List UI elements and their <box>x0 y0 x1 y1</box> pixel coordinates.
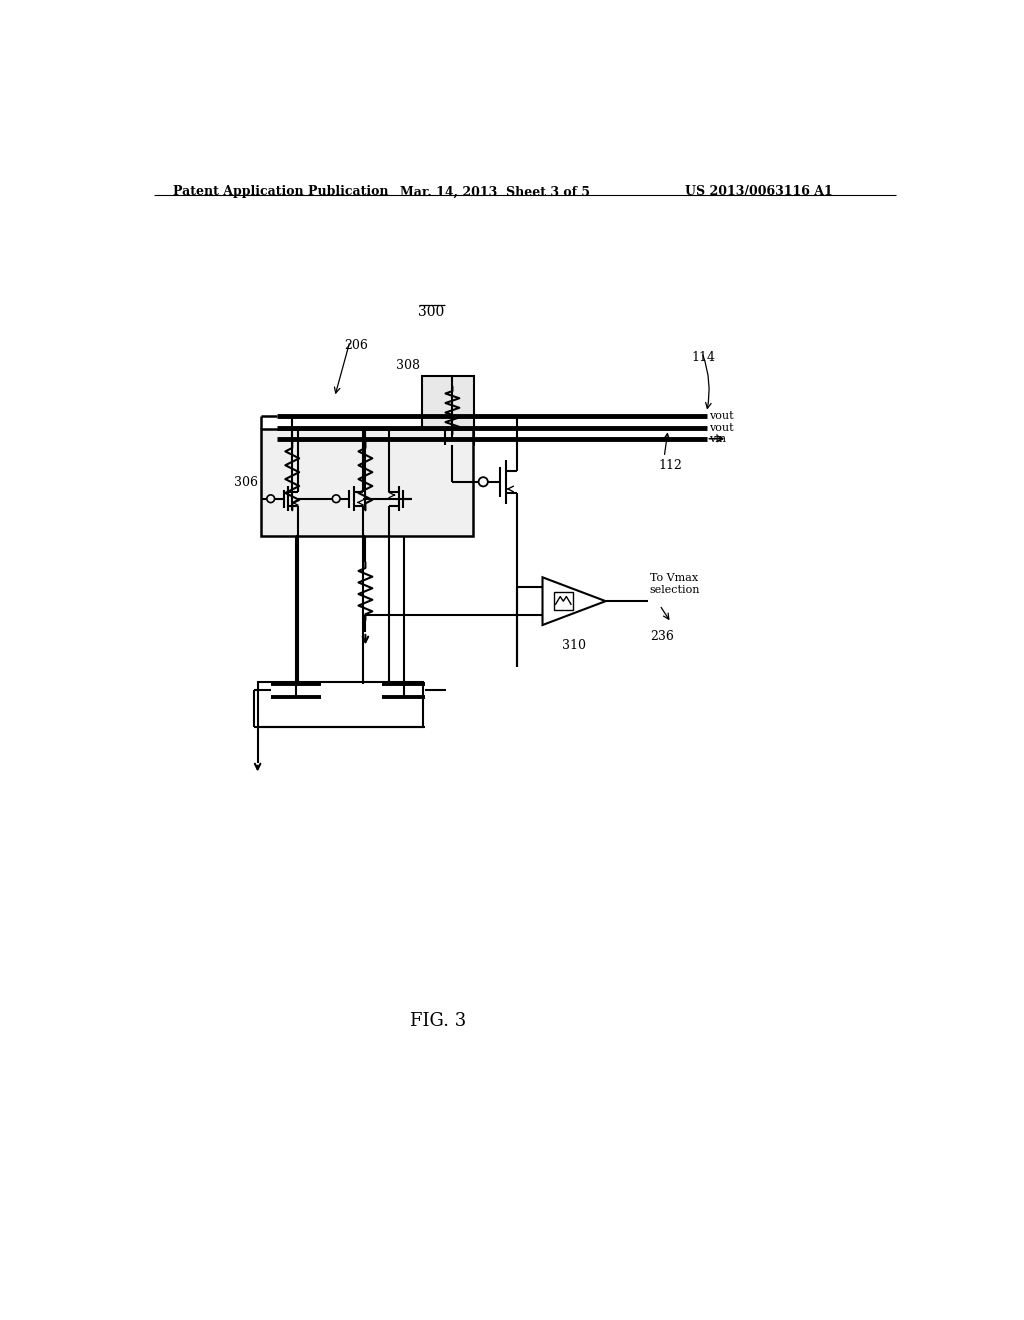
Text: 300: 300 <box>418 305 444 318</box>
Text: To Vmax
selection: To Vmax selection <box>649 573 700 595</box>
Text: 310: 310 <box>562 639 586 652</box>
Bar <box>422 376 474 445</box>
Text: 114: 114 <box>691 351 715 364</box>
Bar <box>261 429 473 536</box>
Text: FIG. 3: FIG. 3 <box>411 1012 467 1030</box>
Bar <box>258 682 423 726</box>
Text: 112: 112 <box>658 459 682 471</box>
Text: vin: vin <box>709 434 726 444</box>
Text: vout: vout <box>709 422 733 433</box>
Text: 306: 306 <box>233 477 258 490</box>
Text: 308: 308 <box>396 359 420 372</box>
Text: 206: 206 <box>345 339 369 352</box>
Text: 236: 236 <box>650 631 674 643</box>
Bar <box>554 591 572 610</box>
Text: Patent Application Publication: Patent Application Publication <box>173 185 388 198</box>
Text: US 2013/0063116 A1: US 2013/0063116 A1 <box>685 185 833 198</box>
Text: Mar. 14, 2013  Sheet 3 of 5: Mar. 14, 2013 Sheet 3 of 5 <box>400 185 590 198</box>
Text: vout: vout <box>709 412 733 421</box>
